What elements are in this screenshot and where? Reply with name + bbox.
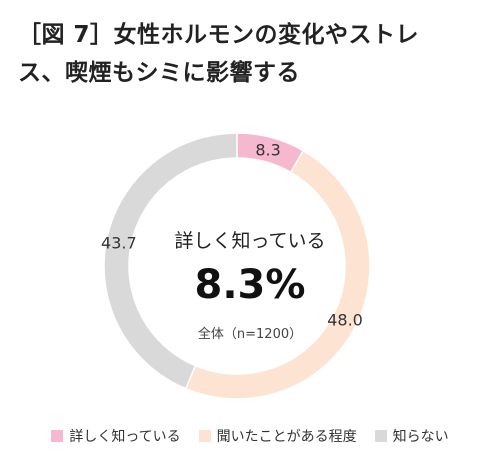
legend-item-0: 詳しく知っている — [51, 426, 181, 446]
center-base: 全体（n=1200） — [197, 327, 303, 342]
legend-label: 知らない — [392, 429, 449, 445]
legend-item-2: 知らない — [374, 426, 449, 446]
donut-slice-2 — [103, 132, 238, 390]
legend-swatch — [374, 430, 387, 442]
legend-swatch — [198, 430, 211, 442]
slice-label-0: 8.3 — [255, 141, 280, 160]
title-line-2: ス、喫煙もシミに影響する — [18, 60, 300, 86]
legend-swatch — [51, 430, 64, 442]
title-line-1: ［図 7］女性ホルモンの変化やストレ — [18, 22, 420, 48]
legend-label: 詳しく知っている — [69, 429, 181, 445]
slice-label-1: 48.0 — [327, 310, 363, 329]
chart-title: ［図 7］女性ホルモンの変化やストレ ス、喫煙もシミに影響する — [18, 16, 488, 92]
center-value: 8.3% — [194, 262, 306, 308]
legend-item-1: 聞いたことがある程度 — [198, 426, 357, 446]
center-label: 詳しく知っている — [174, 230, 326, 252]
slice-label-2: 43.7 — [101, 233, 137, 252]
legend-label: 聞いたことがある程度 — [216, 429, 357, 445]
chart-legend: 詳しく知っている 聞いたことがある程度 知らない — [0, 426, 500, 446]
